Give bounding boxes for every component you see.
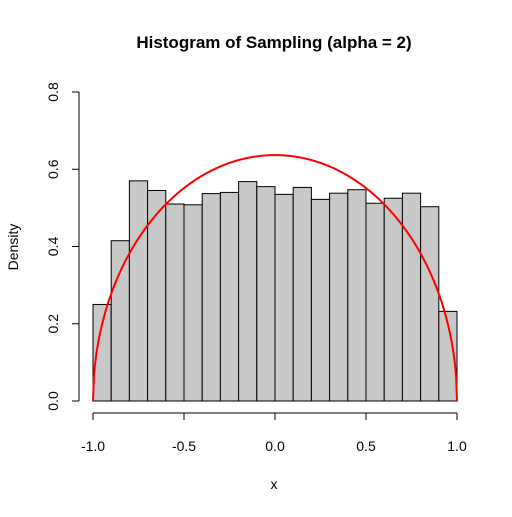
histogram-bar xyxy=(365,202,385,402)
histogram-bar xyxy=(438,310,458,402)
x-axis: -1.0 -0.5 0.0 0.5 1.0 xyxy=(81,412,467,454)
histogram-bar xyxy=(110,240,130,402)
y-tick-label: 0.0 xyxy=(45,391,61,411)
histogram-bar xyxy=(274,193,294,402)
histogram-bar xyxy=(219,191,240,402)
histogram-bar xyxy=(183,204,203,402)
x-tick-label: 0.0 xyxy=(265,438,285,454)
histogram-bar xyxy=(420,206,440,402)
histogram-bars xyxy=(92,180,458,402)
histogram-bar xyxy=(310,198,331,402)
x-axis-label: x xyxy=(271,476,278,492)
histogram-bar xyxy=(128,180,149,402)
y-tick-label: 0.8 xyxy=(45,82,61,102)
y-axis-label: Density xyxy=(5,224,21,271)
histogram-bar xyxy=(347,189,367,402)
histogram-bar xyxy=(256,186,276,402)
x-tick-label: -1.0 xyxy=(81,438,105,454)
histogram-bar xyxy=(165,203,185,402)
y-tick-label: 0.6 xyxy=(45,159,61,179)
x-tick-label: 1.0 xyxy=(447,438,467,454)
histogram-bar xyxy=(292,186,312,402)
y-axis: 0.0 0.2 0.4 0.6 0.8 xyxy=(45,82,80,411)
histogram-bar xyxy=(401,192,422,402)
y-tick-label: 0.2 xyxy=(45,314,61,334)
x-tick-label: 0.5 xyxy=(356,438,376,454)
x-tick-label: -0.5 xyxy=(172,438,196,454)
histogram-bar xyxy=(201,193,221,402)
histogram-bar xyxy=(383,197,403,402)
chart-title: Histogram of Sampling (alpha = 2) xyxy=(136,33,411,52)
histogram-bar xyxy=(238,181,258,402)
density-curve xyxy=(92,154,458,402)
density-curve-group xyxy=(92,154,458,402)
histogram-bar xyxy=(329,192,349,402)
y-tick-label: 0.4 xyxy=(45,237,61,257)
